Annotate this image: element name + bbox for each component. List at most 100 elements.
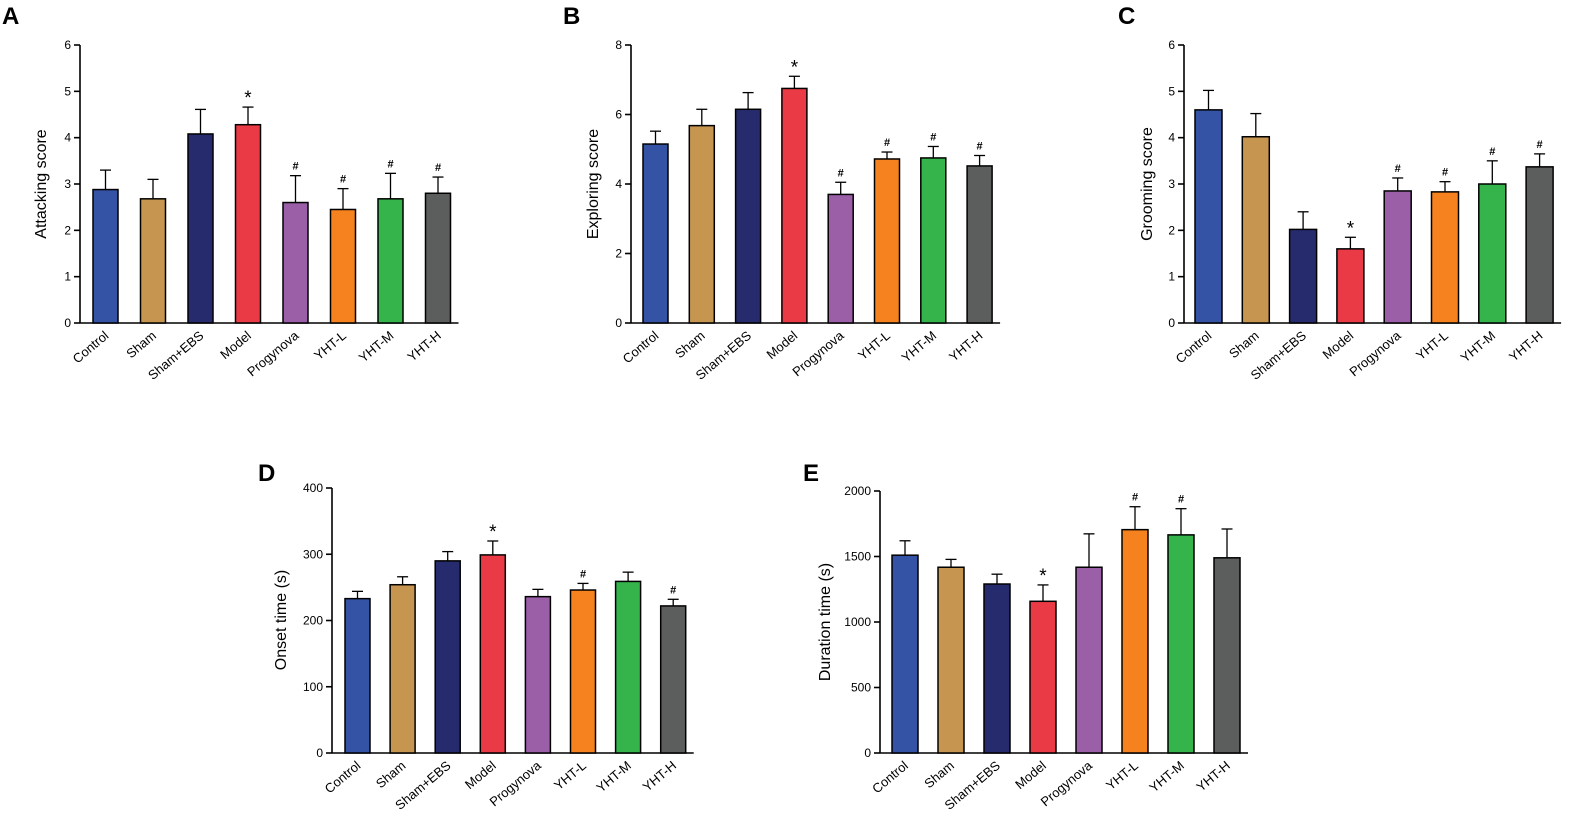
y-tick-label-e: 2000 bbox=[844, 484, 871, 498]
y-tick-label-a: 1 bbox=[64, 270, 71, 284]
category-label-b: YHT-L bbox=[855, 328, 893, 363]
bar-a-progynova bbox=[282, 201, 309, 324]
y-tick-label-d: 400 bbox=[303, 481, 323, 495]
category-label-b: YHT-M bbox=[899, 328, 940, 365]
panel-label-d: D bbox=[258, 460, 275, 487]
y-tick-label-c: 6 bbox=[1168, 38, 1175, 52]
bar-e-progynova bbox=[1075, 566, 1103, 754]
bar-d-control bbox=[344, 597, 371, 754]
category-label-e: Model bbox=[1012, 758, 1049, 792]
y-tick-label-e: 0 bbox=[864, 746, 871, 760]
bar-d-sham-ebs bbox=[434, 560, 461, 754]
bar-e-sham-ebs bbox=[983, 583, 1011, 754]
y-axis-title-a: Attacking score bbox=[33, 129, 50, 238]
y-tick-label-d: 300 bbox=[303, 547, 323, 561]
bar-a-yht-m bbox=[377, 198, 404, 324]
bar-d-yht-l bbox=[569, 589, 597, 754]
bar-b-model bbox=[781, 87, 808, 324]
y-tick-label-d: 0 bbox=[316, 746, 323, 760]
bar-b-yht-m bbox=[920, 157, 947, 324]
category-label-e: YHT-M bbox=[1146, 758, 1187, 795]
significance-hash-b: # bbox=[838, 167, 844, 179]
bar-a-yht-h bbox=[424, 192, 452, 324]
bar-b-sham bbox=[688, 124, 716, 324]
bar-c-model bbox=[1336, 248, 1365, 324]
category-label-d: YHT-M bbox=[593, 758, 634, 795]
y-tick-label-e: 500 bbox=[851, 681, 871, 695]
significance-hash-e: # bbox=[1132, 492, 1138, 504]
bar-e-model bbox=[1029, 600, 1057, 754]
category-label-d: Progynova bbox=[487, 757, 545, 809]
bar-b-yht-h bbox=[966, 165, 993, 324]
bar-a-yht-l bbox=[329, 208, 357, 324]
category-label-c: Control bbox=[1173, 328, 1215, 367]
bar-e-yht-l bbox=[1121, 528, 1149, 754]
y-tick-label-a: 0 bbox=[64, 316, 71, 330]
bar-e-yht-h bbox=[1213, 557, 1241, 754]
panel-label-c: C bbox=[1118, 3, 1135, 30]
category-label-e: Progynova bbox=[1038, 757, 1096, 809]
bar-d-progynova bbox=[524, 595, 552, 754]
bar-d-sham bbox=[389, 583, 416, 754]
category-label-a: Sham bbox=[123, 328, 159, 361]
significance-hash-a: # bbox=[387, 158, 393, 170]
significance-hash-d: # bbox=[580, 568, 586, 580]
y-tick-label-c: 3 bbox=[1168, 177, 1175, 191]
y-tick-label-e: 1000 bbox=[844, 615, 871, 629]
significance-hash-b: # bbox=[930, 131, 936, 143]
category-label-c: Progynova bbox=[1346, 327, 1404, 379]
y-axis-title-c: Grooming score bbox=[1139, 127, 1156, 241]
significance-hash-c: # bbox=[1442, 167, 1448, 179]
y-tick-label-b: 8 bbox=[615, 38, 622, 52]
significance-star-a: * bbox=[244, 88, 252, 109]
category-label-d: YHT-H bbox=[640, 758, 680, 795]
category-label-e: Control bbox=[869, 758, 911, 797]
category-label-a: YHT-M bbox=[356, 328, 397, 365]
bar-a-sham-ebs bbox=[187, 133, 214, 324]
y-axis-title-e: Duration time (s) bbox=[817, 563, 834, 681]
category-label-e: YHT-L bbox=[1103, 758, 1141, 793]
y-tick-label-b: 4 bbox=[615, 177, 622, 191]
bar-c-progynova bbox=[1383, 190, 1412, 324]
category-label-a: Progynova bbox=[244, 327, 302, 379]
bar-c-sham bbox=[1241, 135, 1271, 324]
y-tick-label-d: 200 bbox=[303, 614, 323, 628]
bar-a-model bbox=[234, 123, 262, 324]
significance-hash-c: # bbox=[1489, 146, 1495, 158]
y-tick-label-a: 4 bbox=[64, 131, 71, 145]
bar-b-control bbox=[642, 143, 669, 324]
category-label-c: YHT-M bbox=[1458, 328, 1499, 365]
y-tick-label-e: 1500 bbox=[844, 550, 871, 564]
bar-b-sham-ebs bbox=[734, 108, 762, 324]
category-label-c: YHT-L bbox=[1413, 328, 1451, 363]
y-tick-label-c: 0 bbox=[1168, 316, 1175, 330]
significance-star-d: * bbox=[489, 522, 497, 543]
bar-e-yht-m bbox=[1167, 534, 1195, 754]
category-label-b: Sham bbox=[672, 328, 708, 361]
category-label-d: Model bbox=[462, 758, 499, 792]
category-label-a: YHT-L bbox=[311, 328, 349, 363]
y-tick-label-c: 5 bbox=[1168, 84, 1175, 98]
y-tick-label-c: 1 bbox=[1168, 270, 1175, 284]
significance-hash-a: # bbox=[292, 161, 298, 173]
bar-c-yht-h bbox=[1525, 166, 1554, 324]
panel-label-a: A bbox=[2, 3, 19, 30]
category-label-a: Control bbox=[70, 328, 112, 367]
y-tick-label-a: 6 bbox=[64, 38, 71, 52]
category-label-d: Control bbox=[322, 758, 364, 797]
y-axis-title-b: Exploring score bbox=[585, 129, 602, 239]
bar-c-control bbox=[1194, 109, 1223, 324]
bar-c-sham-ebs bbox=[1288, 228, 1318, 324]
category-label-e: YHT-H bbox=[1193, 758, 1233, 795]
bar-b-yht-l bbox=[873, 158, 901, 324]
y-tick-label-a: 3 bbox=[64, 177, 71, 191]
category-label-c: YHT-H bbox=[1506, 328, 1546, 365]
significance-hash-e: # bbox=[1178, 494, 1184, 506]
significance-hash-c: # bbox=[1395, 163, 1401, 175]
significance-star-b: * bbox=[791, 57, 799, 78]
bar-e-sham bbox=[937, 566, 965, 754]
significance-hash-a: # bbox=[435, 162, 441, 174]
bar-d-yht-h bbox=[659, 605, 687, 754]
